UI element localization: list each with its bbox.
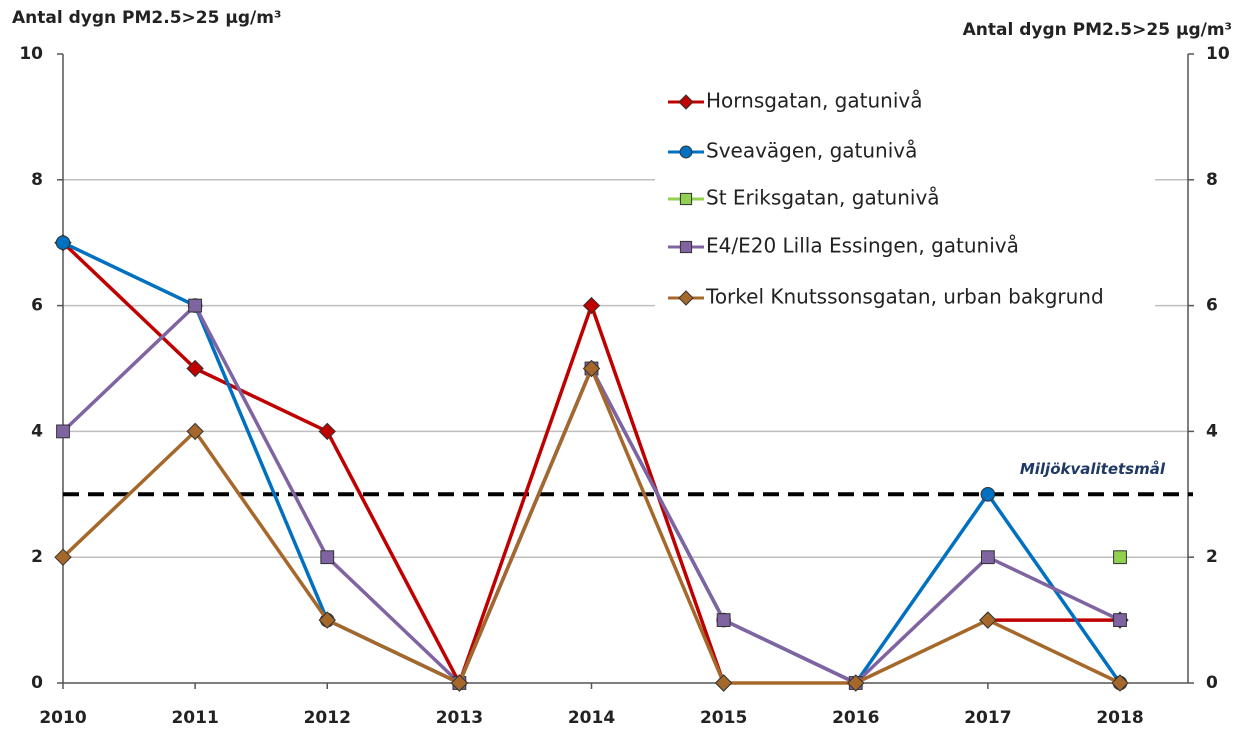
data-point [318, 611, 336, 629]
y-tick-label: 10 [19, 44, 43, 64]
data-point [55, 235, 71, 250]
legend-box [655, 80, 1155, 320]
y2-tick-label: 4 [1206, 421, 1218, 441]
data-point [714, 674, 733, 692]
data-point [582, 296, 601, 315]
legend-label: Sveavägen, gatunivå [706, 139, 917, 163]
data-point [320, 550, 335, 565]
data-point [186, 359, 204, 378]
y-axis-label: Antal dygn PM2.5>25 µg/m³ [12, 8, 281, 28]
x-tick-label: 2015 [700, 708, 747, 728]
x-tick-label: 2016 [832, 708, 879, 728]
x-tick-label: 2014 [568, 708, 615, 728]
legend-marker [678, 290, 694, 306]
legend-marker [678, 94, 694, 110]
data-point [186, 422, 204, 441]
data-point [716, 613, 731, 628]
data-point [582, 359, 601, 378]
data-point [318, 422, 336, 441]
y2-tick-label: 2 [1206, 547, 1218, 567]
data-point [188, 298, 203, 313]
legend-label: E4/E20 Lilla Essingen, gatunivå [706, 234, 1019, 258]
y2-tick-label: 8 [1206, 170, 1218, 190]
data-point [1111, 674, 1129, 692]
legend-label: St Eriksgatan, gatunivå [706, 186, 940, 210]
legend-label: Hornsgatan, gatunivå [706, 89, 922, 113]
legend-marker [679, 192, 693, 206]
data-point [980, 550, 995, 565]
data-point [979, 611, 997, 629]
y2-tick-label: 10 [1206, 44, 1230, 64]
y2-tick-label: 6 [1206, 296, 1218, 316]
data-point [54, 548, 72, 566]
data-point [1113, 550, 1127, 565]
data-point [847, 674, 865, 692]
x-tick-label: 2017 [964, 708, 1011, 728]
y-tick-label: 8 [31, 170, 43, 190]
y-tick-label: 6 [31, 296, 43, 316]
x-tick-label: 2018 [1096, 708, 1143, 728]
data-point [450, 674, 469, 692]
target-label: Miljökvalitetsmål [1020, 460, 1166, 478]
legend-marker [679, 240, 693, 254]
y2-axis-label: Antal dygn PM2.5>25 µg/m³ [963, 20, 1232, 40]
data-point [980, 487, 996, 502]
y-tick-label: 4 [31, 421, 43, 441]
series-line [61, 366, 1121, 685]
y-tick-label: 0 [31, 673, 43, 693]
x-tick-label: 2013 [436, 708, 483, 728]
y2-tick-label: 0 [1206, 673, 1218, 693]
data-point [56, 424, 70, 439]
x-tick-label: 2011 [171, 708, 218, 728]
series-line [61, 241, 1120, 685]
x-tick-label: 2010 [39, 708, 86, 728]
legend-label: Torkel Knutssonsgatan, urban bakgrund [705, 285, 1104, 309]
x-tick-label: 2012 [304, 708, 351, 728]
legend-marker [679, 145, 693, 159]
y-tick-label: 2 [31, 547, 43, 567]
data-point [1113, 613, 1127, 628]
